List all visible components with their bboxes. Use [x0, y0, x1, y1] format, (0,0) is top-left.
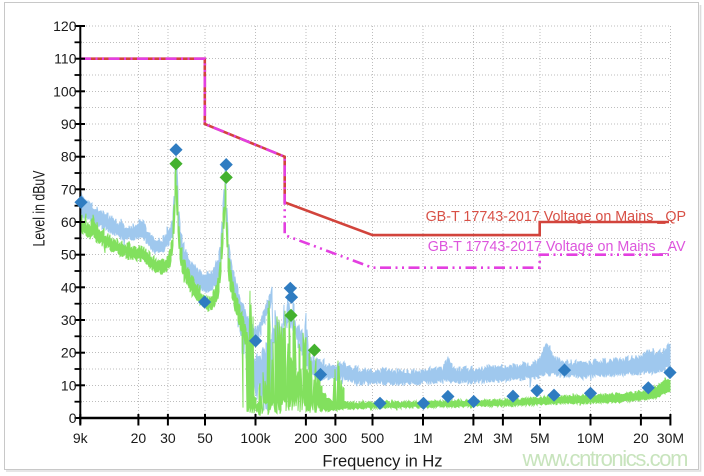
svg-text:110: 110: [54, 51, 77, 67]
svg-text:70: 70: [61, 181, 77, 197]
svg-text:1M: 1M: [413, 430, 432, 446]
svg-text:0: 0: [69, 410, 77, 426]
svg-text:20: 20: [61, 345, 77, 361]
svg-text:2M: 2M: [464, 430, 483, 446]
svg-text:3M: 3M: [493, 430, 512, 446]
svg-text:300: 300: [324, 430, 348, 446]
svg-text:100: 100: [53, 83, 77, 99]
svg-text:100k: 100k: [240, 430, 271, 446]
svg-text:80: 80: [61, 149, 77, 165]
svg-text:20: 20: [633, 430, 649, 446]
svg-text:30: 30: [61, 312, 77, 328]
svg-text:GB-T 17743-2017 Voltage on Mai: GB-T 17743-2017 Voltage on Mains _AV: [428, 239, 686, 255]
svg-text:30M: 30M: [657, 430, 684, 446]
svg-text:GB-T 17743-2017 Voltage on Mai: GB-T 17743-2017 Voltage on Mains _QP: [426, 209, 686, 225]
svg-text:50: 50: [197, 430, 213, 446]
svg-text:200: 200: [294, 430, 318, 446]
svg-text:120: 120: [53, 18, 77, 34]
svg-text:90: 90: [61, 116, 77, 132]
svg-text:5M: 5M: [530, 430, 549, 446]
svg-text:10M: 10M: [577, 430, 604, 446]
svg-text:60: 60: [61, 214, 77, 230]
svg-text:30: 30: [160, 430, 176, 446]
svg-text:www.cntronics.com: www.cntronics.com: [522, 446, 688, 471]
svg-text:20: 20: [131, 430, 147, 446]
svg-text:Level in dBuV: Level in dBuV: [31, 171, 49, 247]
svg-text:40: 40: [61, 279, 77, 295]
svg-text:10: 10: [61, 377, 77, 393]
svg-text:9k: 9k: [73, 430, 89, 446]
svg-text:50: 50: [61, 247, 77, 263]
svg-text:500: 500: [361, 430, 385, 446]
svg-text:Frequency in Hz: Frequency in Hz: [322, 453, 442, 471]
